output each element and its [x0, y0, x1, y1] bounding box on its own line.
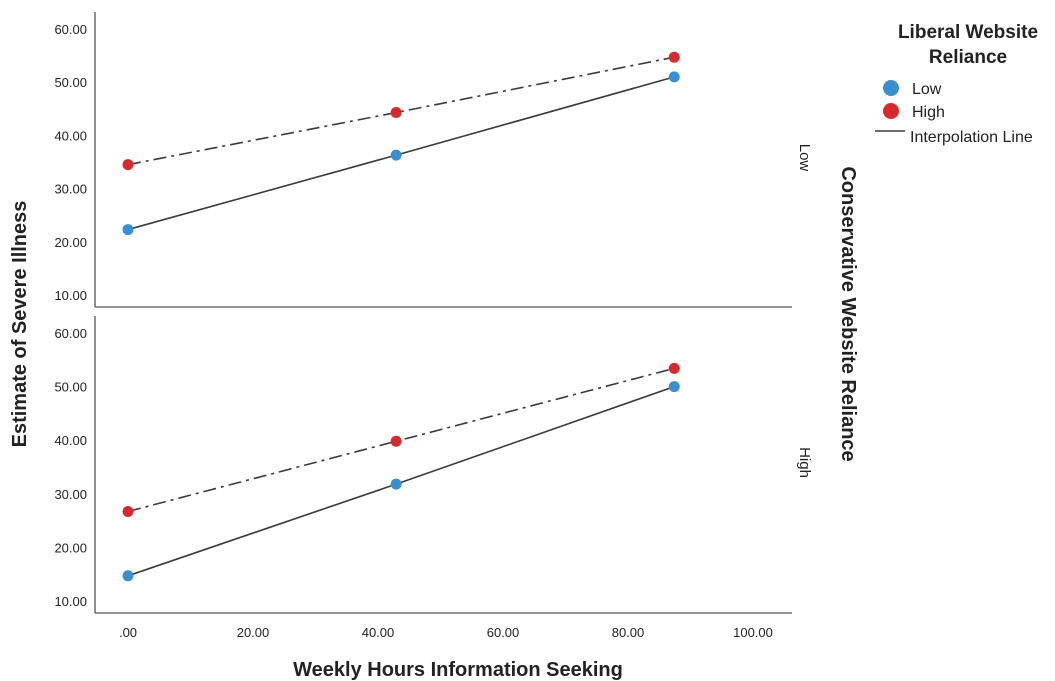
legend: Liberal Website Reliance Low High Interpolat… [875, 22, 1038, 146]
x-tick-label: .00 [119, 625, 137, 640]
y-tick-label: 60.00 [54, 326, 87, 341]
y-tick-label: 30.00 [54, 487, 87, 502]
y-tick-label: 10.00 [54, 594, 87, 609]
series-line-low [127, 385, 675, 577]
facet-label-low: Low [796, 144, 813, 172]
legend-label-high: High [912, 104, 945, 121]
legend-title-line1: Liberal Website [898, 22, 1038, 43]
data-point-low [390, 149, 402, 161]
x-tick-label: 40.00 [362, 625, 395, 640]
facet-axis-title: Conservative Website Reliance [837, 166, 859, 461]
legend-marker-high [883, 103, 899, 119]
y-tick-label: 20.00 [54, 540, 87, 555]
panel-high: 10.00 20.00 30.00 40.00 50.00 60.00 High [54, 316, 813, 614]
x-tick-label: 100.00 [733, 625, 773, 640]
data-point-low [390, 478, 402, 490]
series-line-high [127, 367, 675, 513]
facet-label-high: High [796, 447, 813, 478]
x-tick-label: 80.00 [612, 625, 645, 640]
data-point-low [668, 381, 680, 393]
data-point-high [390, 435, 402, 447]
data-point-high [668, 362, 680, 374]
y-tick-label: 20.00 [54, 235, 87, 250]
y-tick-label: 40.00 [54, 433, 87, 448]
x-axis-title: Weekly Hours Information Seeking [293, 659, 623, 681]
data-point-high [122, 159, 134, 171]
legend-marker-low [883, 80, 899, 96]
data-point-high [668, 51, 680, 63]
y-tick-label: 50.00 [54, 75, 87, 90]
y-axis-title: Estimate of Severe Illness [9, 201, 31, 448]
x-tick-label: 20.00 [237, 625, 270, 640]
legend-label-low: Low [912, 81, 942, 98]
data-point-low [122, 570, 134, 582]
x-tick-label: 60.00 [487, 625, 520, 640]
data-point-low [668, 71, 680, 83]
y-tick-label: 40.00 [54, 128, 87, 143]
y-tick-label: 50.00 [54, 380, 87, 395]
legend-label-interpolation-line: Interpolation Line [910, 129, 1033, 146]
data-point-high [122, 505, 134, 517]
series-line-high [127, 56, 675, 166]
legend-title-line2: Reliance [929, 47, 1007, 68]
data-point-low [122, 224, 134, 236]
y-tick-label: 30.00 [54, 182, 87, 197]
y-tick-label: 60.00 [54, 22, 87, 37]
panel-low: 10.00 20.00 30.00 40.00 50.00 60.00 Low [54, 12, 813, 308]
y-tick-label: 10.00 [54, 288, 87, 303]
data-point-high [390, 107, 402, 119]
